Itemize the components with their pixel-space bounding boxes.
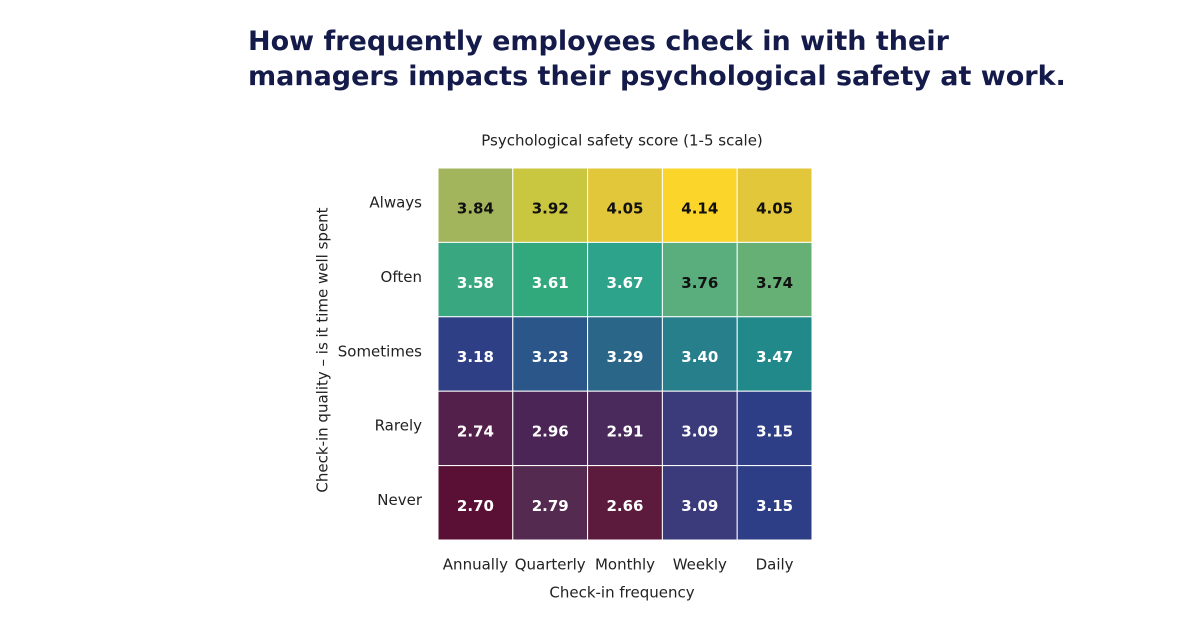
x-tick-label: Monthly xyxy=(595,556,655,574)
y-tick-label: Never xyxy=(377,491,423,509)
cell-label: 3.18 xyxy=(457,348,494,366)
heatmap-cell xyxy=(736,390,813,467)
heatmap-cell xyxy=(512,390,589,467)
cell-label: 3.84 xyxy=(457,199,494,217)
heatmap-cell xyxy=(587,390,663,467)
cell-label: 3.15 xyxy=(756,497,793,515)
cell-label: 3.61 xyxy=(532,274,569,292)
cell-label: 4.14 xyxy=(681,199,718,217)
heatmap-cell xyxy=(661,390,738,467)
cell-label: 2.91 xyxy=(606,423,643,441)
cell-label: 2.70 xyxy=(457,497,494,515)
heatmap-cell xyxy=(437,465,514,541)
cell-label: 3.67 xyxy=(606,274,643,292)
heatmap-cell xyxy=(587,465,663,541)
cell-label: 3.09 xyxy=(681,423,718,441)
cell-label: 3.09 xyxy=(681,497,718,515)
heatmap-cell xyxy=(437,167,514,243)
y-tick-label: Rarely xyxy=(375,417,423,435)
y-tick-label: Sometimes xyxy=(338,342,422,360)
heatmap-cell xyxy=(437,390,514,467)
x-tick-label: Daily xyxy=(756,556,794,574)
heatmap-cell xyxy=(736,316,813,392)
heatmap-cell xyxy=(437,241,514,318)
cell-label: 4.05 xyxy=(606,199,643,217)
cell-label: 3.40 xyxy=(681,348,718,366)
heatmap-cell xyxy=(512,465,589,541)
x-tick-label: Quarterly xyxy=(515,556,586,574)
y-tick-label: Often xyxy=(381,268,422,286)
heatmap-cell xyxy=(661,316,738,392)
chart-subtitle: Psychological safety score (1-5 scale) xyxy=(481,132,763,150)
cell-label: 3.58 xyxy=(457,274,494,292)
heatmap-cell xyxy=(512,167,589,243)
heatmap-cell xyxy=(587,167,663,243)
heatmap-cell xyxy=(587,241,663,318)
heatmap-cell xyxy=(587,316,663,392)
heatmap-cell xyxy=(736,241,813,318)
heatmap-cell xyxy=(736,167,813,243)
y-axis-label: Check-in quality – is it time well spent xyxy=(314,207,332,492)
cell-label: 2.96 xyxy=(532,423,569,441)
y-tick-label: Always xyxy=(369,193,422,211)
x-tick-label: Annually xyxy=(443,556,508,574)
chart-title-line-2: managers impacts their psychological saf… xyxy=(248,61,1066,92)
cell-label: 3.92 xyxy=(532,199,569,217)
x-tick-label: Weekly xyxy=(673,556,727,574)
x-axis-label: Check-in frequency xyxy=(549,584,694,602)
heatmap-cell xyxy=(736,465,813,541)
heatmap-cell xyxy=(661,167,738,243)
cell-label: 2.66 xyxy=(606,497,643,515)
chart-title-line-1: How frequently employees check in with t… xyxy=(248,26,950,57)
cell-label: 2.74 xyxy=(457,423,494,441)
cell-label: 3.76 xyxy=(681,274,718,292)
cell-label: 3.23 xyxy=(532,348,569,366)
cell-label: 3.47 xyxy=(756,348,793,366)
cell-label: 3.15 xyxy=(756,423,793,441)
cell-label: 4.05 xyxy=(756,199,793,217)
cell-label: 3.29 xyxy=(606,348,643,366)
cell-label: 2.79 xyxy=(532,497,569,515)
cell-label: 3.74 xyxy=(756,274,793,292)
heatmap-cell xyxy=(512,316,589,392)
